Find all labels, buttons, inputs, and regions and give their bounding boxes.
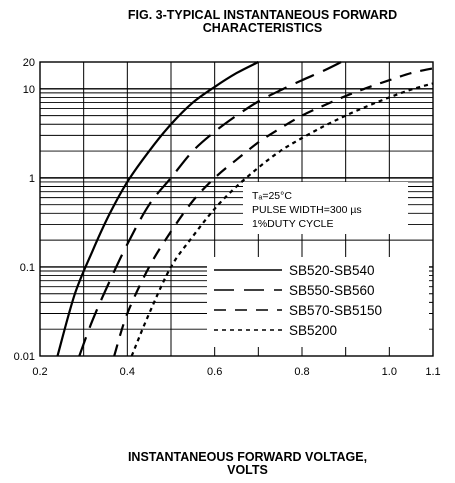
x-axis-title-line2: VOLTS: [227, 463, 268, 477]
x-tick-label: 0.2: [32, 366, 47, 378]
legend-label: SB570-SB5150: [289, 303, 382, 318]
legend: SB520-SB540 SB550-SB560 SB570-SB5150 SB5200: [207, 257, 429, 347]
y-tick-label: 0.01: [14, 351, 35, 363]
y-tick-label: 10: [23, 84, 35, 96]
x-tick-label: 1.0: [382, 366, 397, 378]
data-curves: [56, 61, 434, 357]
series-0-curve: [56, 61, 259, 357]
x-axis-title-line1: INSTANTANEOUS FORWARD VOLTAGE,: [127, 450, 368, 464]
x-tick-label: 0.8: [294, 366, 309, 378]
plot-frame: [39, 61, 434, 357]
legend-label: SB520-SB540: [289, 263, 375, 278]
x-tick-label: 0.4: [120, 366, 135, 378]
annotation-duty-cycle: 1%DUTY CYCLE: [252, 218, 334, 230]
chart-title-line2: CHARACTERISTICS: [202, 21, 323, 35]
y-tick-label: 1: [29, 173, 35, 185]
x-tick-label: 1.1: [425, 366, 440, 378]
axis-tick-labels: 0.2 0.4 0.6 0.8 1.0 1.1 20 10 1 0.1 0.01: [14, 57, 441, 378]
legend-box: [207, 257, 429, 347]
series-2-curve: [113, 67, 434, 357]
annotation-pulse-width: PULSE WIDTH=300 µs: [252, 204, 362, 216]
conditions-annotation: Tₐ=25°C PULSE WIDTH=300 µs 1%DUTY CYCLE: [243, 182, 408, 234]
annotation-box: [243, 182, 408, 234]
y-tick-label: 0.1: [20, 262, 35, 274]
legend-label: SB5200: [289, 323, 337, 338]
x-tick-label: 0.6: [207, 366, 222, 378]
x-axis-title: INSTANTANEOUS FORWARD VOLTAGE, VOLTS: [40, 451, 455, 477]
series-1-curve: [78, 61, 342, 357]
annotation-temperature: Tₐ=25°C: [252, 190, 292, 202]
chart-title: FIG. 3-TYPICAL INSTANTANEOUS FORWARD CHA…: [70, 9, 455, 35]
series-3-curve: [130, 82, 434, 357]
legend-label: SB550-SB560: [289, 283, 375, 298]
y-tick-label: 20: [23, 57, 35, 69]
chart-title-line1: FIG. 3-TYPICAL INSTANTANEOUS FORWARD: [127, 8, 398, 22]
